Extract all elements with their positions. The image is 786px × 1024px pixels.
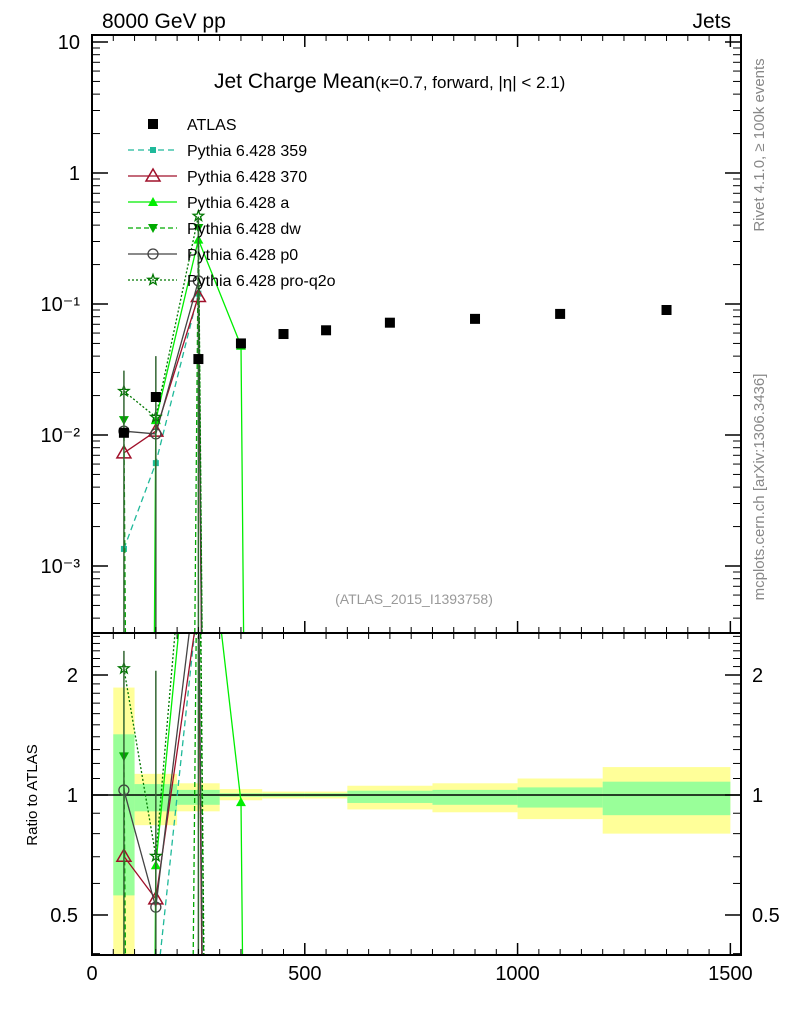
plot-title: Jet Charge Mean(κ=0.7, forward, |η| < 2.… — [214, 70, 565, 93]
square-marker — [150, 147, 156, 153]
ratio-tick-label-right: 0.5 — [752, 905, 780, 927]
mc-line — [123, 280, 203, 633]
y-tick-label: 10⁻³ — [41, 556, 81, 578]
square-marker — [118, 427, 129, 438]
mc-line — [123, 215, 203, 633]
ratio-y-label: Ratio to ATLAS — [24, 744, 41, 845]
axis-ticks: 0 500 1000 1500 10 1 10⁻¹ 10⁻² 10⁻³ 2 2 1 1 0.5 0.5 — [41, 32, 780, 985]
square-marker — [321, 325, 332, 336]
x-tick-label: 0 — [86, 963, 97, 985]
mc-line — [123, 293, 203, 633]
ratio-tick-label-right: 1 — [752, 785, 763, 807]
legend-label: Pythia 6.428 pro-q2o — [187, 273, 336, 290]
square-marker — [470, 313, 481, 324]
y-tick-label: 10⁻² — [41, 425, 81, 447]
ratio-panel-marks — [115, 633, 246, 955]
stat-uncertainty-band — [347, 790, 433, 803]
title-main: Jet Charge Mean — [214, 70, 375, 93]
stat-uncertainty-band — [602, 781, 731, 816]
open-circle-marker — [147, 248, 159, 260]
mc-ratio-line — [159, 633, 196, 955]
ratio-bands — [113, 687, 731, 955]
mc-ratio-line — [192, 633, 197, 955]
x-tick-label: 1000 — [495, 963, 540, 985]
header-energy: 8000 GeV pp — [102, 10, 226, 33]
legend-entry: Pythia 6.428 dw — [128, 221, 301, 238]
triangle-marker — [148, 197, 158, 206]
ratio-tick-label-left: 1 — [67, 785, 78, 807]
legend-label: Pythia 6.428 a — [187, 195, 289, 212]
legend-label: Pythia 6.428 370 — [187, 169, 307, 186]
mcplots-label: mcplots.cern.ch [arXiv:1306.3436] — [751, 374, 768, 601]
ratio-frame — [91, 632, 742, 956]
legend-entry: Pythia 6.428 370 — [128, 167, 307, 186]
triangle-marker — [235, 797, 246, 807]
square-marker — [278, 329, 289, 340]
ratio-tick-label-left: 0.5 — [50, 905, 78, 927]
x-tick-label: 1500 — [708, 963, 753, 985]
legend-entry: Pythia 6.428 359 — [128, 143, 307, 160]
stat-uncertainty-band — [517, 787, 603, 808]
legend-entry: Pythia 6.428 pro-q2o — [128, 272, 336, 290]
mc-ratio-line — [198, 633, 203, 955]
mc-ratio-line — [200, 633, 205, 955]
square-marker — [193, 354, 204, 365]
ratio-tick-label-right: 2 — [752, 665, 763, 687]
rivet-label: Rivet 4.1.0, ≥ 100k events — [751, 58, 768, 231]
triangle-down-marker — [148, 224, 158, 233]
y-tick-label: 1 — [69, 163, 80, 185]
square-marker — [384, 317, 395, 328]
open-star-marker — [191, 208, 206, 222]
square-marker — [661, 304, 672, 315]
legend-label: ATLAS — [187, 117, 237, 134]
square-marker — [555, 308, 566, 319]
title-sub: (κ=0.7, forward, |η| < 2.1) — [375, 73, 565, 92]
square-marker — [150, 392, 161, 403]
square-marker — [235, 338, 246, 349]
y-tick-label: 10⁻¹ — [41, 294, 81, 316]
stat-uncertainty-band — [432, 789, 518, 805]
open-star-marker — [145, 272, 161, 286]
y-tick-label: 10 — [58, 32, 80, 54]
x-tick-label: 500 — [288, 963, 321, 985]
legend-label: Pythia 6.428 359 — [187, 143, 307, 160]
square-marker — [148, 119, 158, 129]
mc-line — [123, 296, 203, 633]
header-jets: Jets — [692, 10, 731, 33]
main-panel-marks — [115, 208, 672, 633]
ratio-tick-label-left: 2 — [67, 665, 78, 687]
legend-label: Pythia 6.428 dw — [187, 221, 301, 238]
open-triangle-marker — [144, 167, 162, 182]
legend-entry: ATLAS — [148, 117, 237, 134]
legend-entry: Pythia 6.428 p0 — [128, 247, 298, 264]
legend-label: Pythia 6.428 p0 — [187, 247, 298, 264]
legend-entry: Pythia 6.428 a — [128, 195, 289, 212]
legend: ATLAS Pythia 6.428 359 Pythia 6.428 370 Pyt… — [128, 117, 336, 290]
analysis-label: (ATLAS_2015_I1393758) — [335, 591, 493, 607]
